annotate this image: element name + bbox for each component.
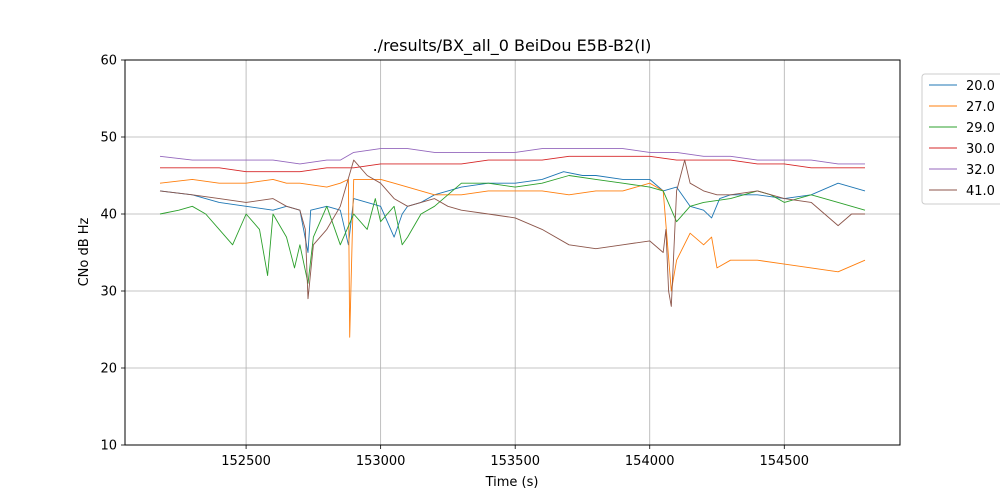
series-line-30-0 (160, 155, 865, 173)
x-tick-label: 154000 (625, 454, 675, 469)
y-tick-label: 30 (100, 285, 117, 300)
legend-label: 41.0 (966, 184, 995, 199)
legend-label: 27.0 (966, 100, 995, 115)
y-tick-label: 50 (100, 131, 117, 146)
legend: 20.0 27.0 29.0 30.0 32.0 41.0 (921, 73, 1000, 205)
legend-label: 20.0 (966, 79, 995, 94)
x-tick-label: 153000 (356, 454, 406, 469)
y-tick-label: 40 (100, 208, 117, 223)
series-line-32-0 (159, 148, 865, 165)
x-tick-label: 153500 (490, 454, 540, 469)
x-tick-label: 152500 (221, 454, 271, 469)
y-tick-label: 10 (100, 439, 117, 454)
legend-frame (921, 73, 1000, 205)
y-axis-ticks: 10 20 30 40 50 60 (100, 54, 125, 454)
legend-label: 29.0 (966, 121, 995, 136)
y-tick-label: 60 (100, 54, 117, 69)
series-line-29-0 (159, 175, 866, 284)
chart-title: ./results/BX_all_0 BeiDou E5B-B2(I) (373, 36, 652, 56)
series-line-41-0 (159, 159, 865, 307)
series-line-27-0 (159, 178, 866, 338)
x-tick-label: 154500 (759, 454, 809, 469)
x-axis-label: Time (s) (485, 475, 539, 490)
y-axis-label: CNo dB Hz (77, 217, 92, 286)
y-tick-label: 20 (100, 362, 117, 377)
plot-area-frame (124, 59, 901, 446)
legend-label: 30.0 (966, 142, 995, 157)
x-axis-ticks: 152500 153000 153500 154000 154500 (221, 445, 809, 469)
series-lines (159, 148, 866, 338)
legend-label: 32.0 (966, 163, 995, 178)
